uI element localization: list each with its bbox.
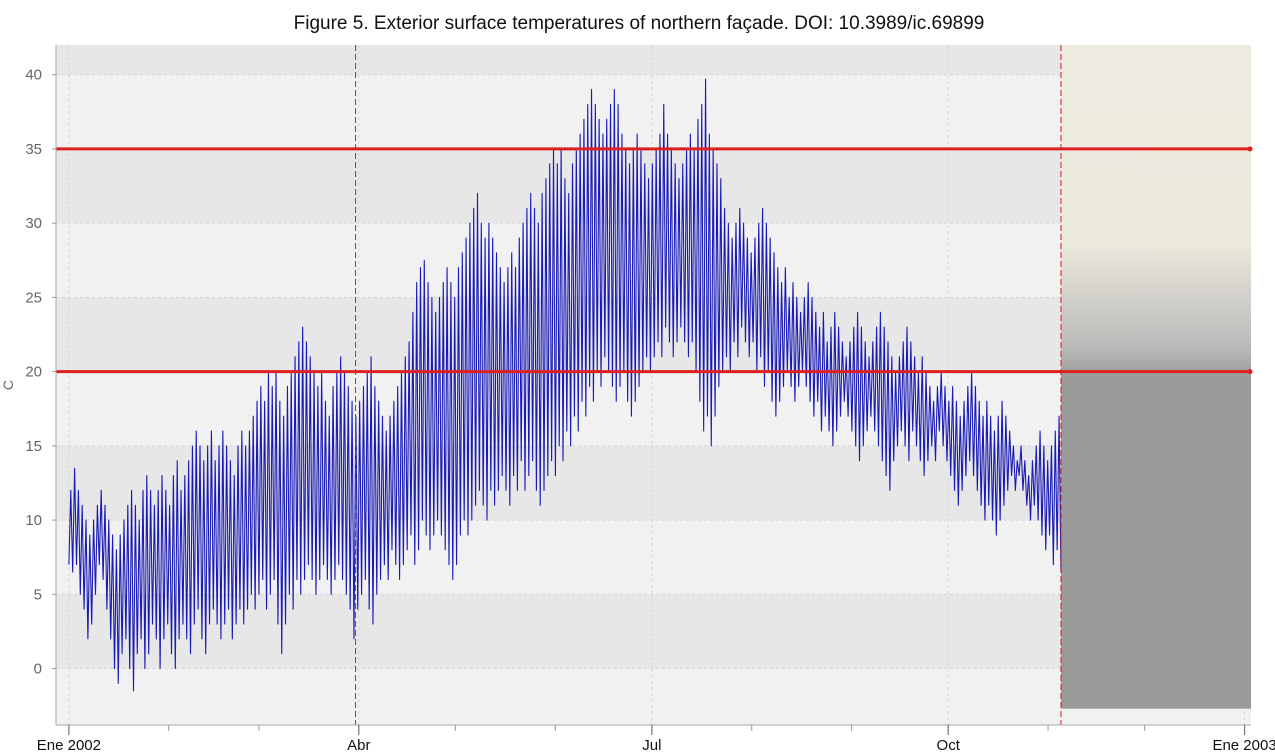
y-axis-label: C <box>0 380 16 390</box>
background-band <box>56 371 1251 446</box>
background-band <box>56 74 1251 149</box>
y-tick-label: 30 <box>25 215 42 232</box>
y-tick-label: 15 <box>25 438 42 455</box>
x-tick-label: Oct <box>937 737 961 754</box>
background-band <box>56 668 1251 725</box>
x-tick-label: Ene 2002 <box>37 737 101 754</box>
background-band <box>56 148 1251 224</box>
y-tick-label: 35 <box>25 141 42 158</box>
y-tick-label: 25 <box>25 289 42 306</box>
y-tick-label: 10 <box>25 512 42 529</box>
y-tick-label: 0 <box>34 661 42 678</box>
x-tick-label: Ene 2003 <box>1212 737 1275 754</box>
vertical-markers <box>355 45 1062 725</box>
y-tick-label: 5 <box>34 586 42 603</box>
y-tick-label: 20 <box>25 364 42 381</box>
y-axis-ticks: 0 5 10 15 20 25 30 35 40 <box>25 67 56 678</box>
chart-title: Figure 5. Exterior surface temperatures … <box>294 13 985 34</box>
x-tick-label: Jul <box>642 737 661 754</box>
y-tick-label: 40 <box>25 67 42 84</box>
threshold-lines <box>56 146 1253 375</box>
x-axis-ticks: Ene 2002 Abr Jul Oct Ene 2003 <box>37 725 1275 754</box>
x-tick-label: Abr <box>347 737 370 754</box>
background-band <box>56 45 1251 75</box>
no-data-region <box>1060 45 1251 709</box>
threshold-endpoint <box>1247 146 1253 152</box>
threshold-endpoint <box>1247 369 1253 375</box>
